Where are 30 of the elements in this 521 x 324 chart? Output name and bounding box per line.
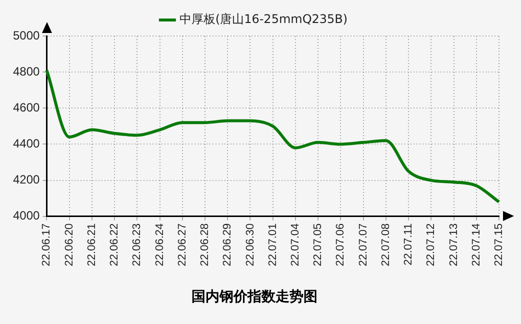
- y-tick-label: 4000: [12, 208, 40, 223]
- x-tick-label: 22.06.27: [176, 223, 188, 266]
- x-tick-label: 22.06.21: [86, 223, 98, 266]
- x-tick-label: 22.07.07: [357, 223, 370, 266]
- x-tick-label: 22.06.20: [63, 223, 76, 266]
- y-tick-label: 4600: [12, 100, 40, 114]
- x-tick-label: 22.06.30: [244, 223, 256, 266]
- x-tick-label: 22.07.15: [493, 223, 506, 266]
- x-tick-label: 22.06.28: [199, 223, 212, 266]
- x-tick-label: 22.07.12: [425, 223, 438, 266]
- x-tick-label: 22.07.06: [334, 223, 347, 266]
- line-series: [45, 68, 500, 204]
- y-tick-label: 4200: [12, 172, 40, 187]
- y-tick-label: 4400: [12, 136, 40, 151]
- x-tick-label: 22.07.04: [289, 223, 302, 266]
- x-tick-label: 22.06.24: [154, 223, 166, 266]
- x-tick-label: 22.06.22: [108, 223, 121, 266]
- y-tick-label: 4800: [12, 64, 40, 78]
- x-tick-label: 22.07.11: [402, 223, 415, 266]
- x-tick-label: 22.06.17: [40, 223, 53, 266]
- x-tick-label: 22.06.29: [222, 223, 234, 266]
- legend-label: 中厚板(唐山16-25mmQ235B): [179, 12, 348, 26]
- x-tick-label: 22.07.13: [448, 223, 460, 266]
- x-tick-label: 22.07.08: [380, 223, 392, 266]
- x-tick-label: 22.07.05: [312, 223, 324, 266]
- y-tick-label: 5000: [12, 28, 40, 42]
- text: 国内钢价指数走势图: [192, 289, 318, 306]
- x-tick-label: 22.07.01: [266, 223, 279, 266]
- x-tick-label: 22.07.14: [470, 223, 482, 266]
- x-tick-label: 22.06.23: [131, 223, 144, 266]
